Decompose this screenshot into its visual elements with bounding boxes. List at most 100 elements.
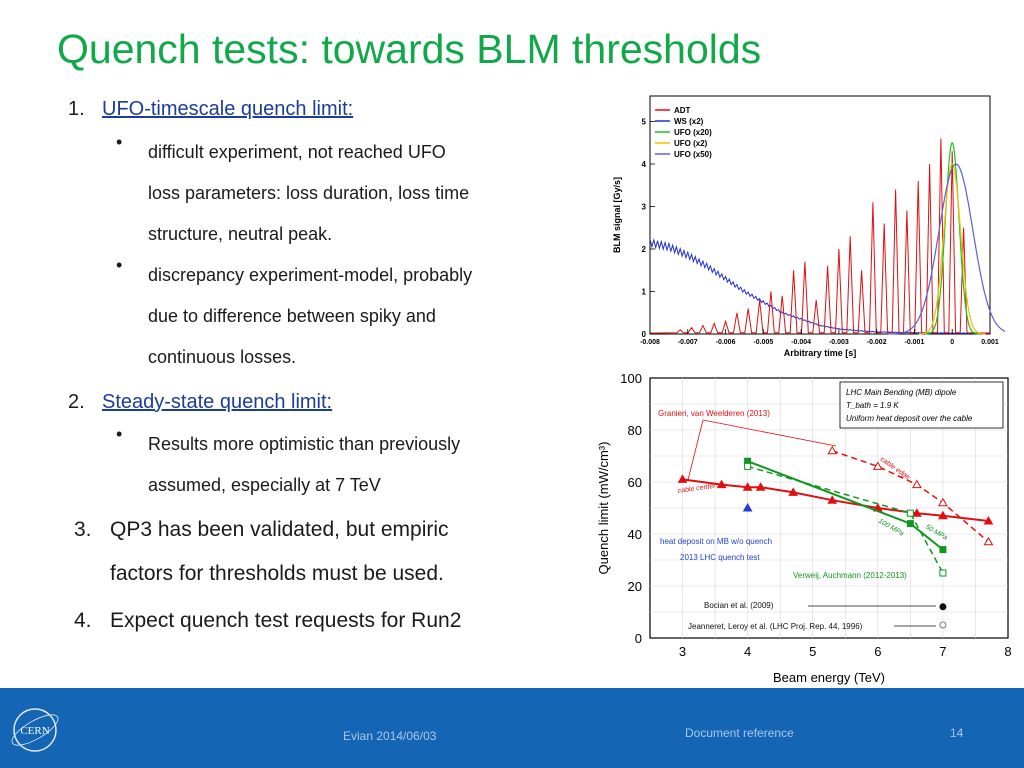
- data-point: [742, 482, 753, 491]
- data-point: [939, 546, 947, 554]
- x-tick-label: 5: [809, 644, 816, 659]
- bullet-dot: •: [116, 424, 123, 444]
- y-tick-label: 4: [642, 160, 647, 169]
- x-tick-label: -0.005: [753, 339, 773, 346]
- label-jeanneret: Jeanneret, Leroy et al. (LHC Proj. Rep. …: [688, 622, 863, 631]
- bullet-line: Results more optimistic than previously: [148, 434, 461, 454]
- bullet-line: assumed, especially at 7 TeV: [148, 475, 381, 495]
- x-tick-label: -0.004: [791, 339, 811, 346]
- quench-limit-chart: 0 20 40 60 80 100 3 4 5 6 7 8 LHC Main Bending (MB…: [596, 371, 1012, 685]
- cern-logo-text: CERN: [20, 725, 49, 737]
- bullet-dot: •: [116, 255, 123, 275]
- x-tick-label: -0.007: [678, 339, 698, 346]
- annotation-line: Uniform heat deposit over the cable: [846, 414, 973, 423]
- bullet-3: • Results more optimistic than previousl…: [116, 424, 460, 506]
- cern-logo: CERN: [11, 708, 59, 752]
- x-axis-label: Arbitrary time [s]: [784, 348, 857, 358]
- data-point: [755, 482, 766, 491]
- x-tick-label: 7: [939, 644, 946, 659]
- data-point: [906, 520, 914, 528]
- x-tick-label: 8: [1004, 644, 1011, 659]
- data-point: [872, 461, 883, 470]
- item-text: Expect quench test requests for Run2: [110, 609, 462, 632]
- annotation-line: T_bath = 1.9 K: [846, 401, 899, 410]
- bullet-line: difficult experiment, not reached UFO: [148, 142, 446, 162]
- bullet-line: loss parameters: loss duration, loss tim…: [148, 183, 470, 203]
- data-point: [983, 515, 994, 525]
- y-tick-label: 0: [635, 631, 642, 646]
- data-point: [983, 536, 994, 546]
- item-link-ufo[interactable]: UFO-timescale quench limit:: [102, 98, 354, 120]
- data-point: [744, 462, 752, 470]
- x-tick-label: 6: [874, 644, 881, 659]
- item-number: 4.: [74, 609, 92, 632]
- data-point: [742, 502, 753, 512]
- blm-signal-chart: 0 1 2 3 4 5 -0.008 -0.007 -0.006 -0.005 -0.004 -0.…: [612, 95, 1005, 358]
- y-tick-label: 3: [642, 203, 647, 212]
- data-point: [827, 445, 838, 455]
- bullet-line: discrepancy experiment-model, probably: [148, 265, 473, 285]
- x-tick-label: 3: [679, 644, 686, 659]
- slide-title: Quench tests: towards BLM thresholds: [57, 26, 762, 72]
- y-tick-label: 0: [642, 330, 647, 339]
- x-tick-label: -0.003: [829, 339, 849, 346]
- y-tick-label: 1: [642, 288, 647, 297]
- footer-bar: CERN Evian 2014/06/03 Document reference…: [0, 688, 1024, 768]
- pointer-line: [687, 419, 704, 481]
- bullet-1: • difficult experiment, not reached UFO …: [116, 132, 469, 255]
- bullet-line: continuous losses.: [148, 347, 297, 367]
- footer-page-number: 14: [950, 726, 964, 740]
- label-quench-test: 2013 LHC quench test: [680, 553, 760, 562]
- list-item-4: 4. Expect quench test requests for Run2: [74, 609, 461, 633]
- item-text: QP3 has been validated, but empiric: [110, 518, 449, 541]
- data-point: [716, 479, 727, 489]
- list-item-3: 3. QP3 has been validated, but empiric f…: [74, 518, 449, 586]
- bullet-line: structure, neutral peak.: [148, 224, 333, 244]
- item-number: 1.: [68, 98, 85, 120]
- pointer-line: [702, 419, 837, 447]
- x-tick-label: 4: [744, 644, 751, 659]
- data-point: [906, 509, 914, 517]
- legend-label: WS (x2): [674, 117, 704, 126]
- data-point: [912, 508, 922, 517]
- series-ufo: [888, 163, 1005, 335]
- data-point: [939, 569, 947, 577]
- footer-location-date: Evian 2014/06/03: [343, 729, 437, 743]
- data-point: [939, 621, 947, 629]
- item-link-steady-state[interactable]: Steady-state quench limit:: [102, 391, 333, 413]
- y-tick-label: 40: [628, 527, 642, 542]
- y-tick-label: 80: [628, 423, 642, 438]
- legend-label: ADT: [674, 106, 691, 115]
- annotation-box: [839, 381, 1004, 429]
- series-line: [682, 478, 989, 522]
- label-granieri: Granieri, van Weelderen (2013): [658, 409, 770, 418]
- bullet-2: • discrepancy experiment-model, probably…: [116, 255, 472, 378]
- x-tick-label: 0: [950, 339, 954, 346]
- y-axis-label: Quench limit (mW/cm³): [596, 442, 611, 575]
- item-number: 3.: [74, 518, 92, 541]
- x-tick-label: -0.008: [640, 339, 660, 346]
- plot-frame: [649, 95, 991, 335]
- series-ufo: [925, 141, 980, 335]
- data-point: [827, 495, 838, 504]
- y-tick-label: 60: [628, 475, 642, 490]
- data-point: [677, 474, 688, 483]
- x-tick-label: 0.001: [981, 339, 999, 346]
- item-number: 2.: [68, 391, 85, 413]
- series-adt: [649, 138, 991, 334]
- x-tick-label: -0.001: [905, 339, 925, 346]
- data-point: [938, 510, 948, 520]
- y-tick-label: 5: [642, 118, 647, 127]
- legend-label: UFO (x50): [674, 150, 712, 159]
- y-tick-label: 2: [642, 245, 647, 254]
- legend-label: UFO (x20): [674, 128, 712, 137]
- y-axis-label: BLM signal [Gy/s]: [612, 177, 622, 253]
- x-tick-label: -0.002: [867, 339, 887, 346]
- item-text-cont: factors for thresholds must be used.: [110, 562, 444, 585]
- label-heat-deposit: heat deposit on MB w/o quench: [660, 537, 772, 546]
- list-item-1: 1. UFO-timescale quench limit:: [68, 98, 353, 121]
- data-point: [938, 497, 948, 507]
- label-verweij: Verweij, Auchmann (2012-2013): [793, 571, 907, 580]
- footer-doc-ref: Document reference: [685, 726, 794, 740]
- series-line: [747, 465, 944, 574]
